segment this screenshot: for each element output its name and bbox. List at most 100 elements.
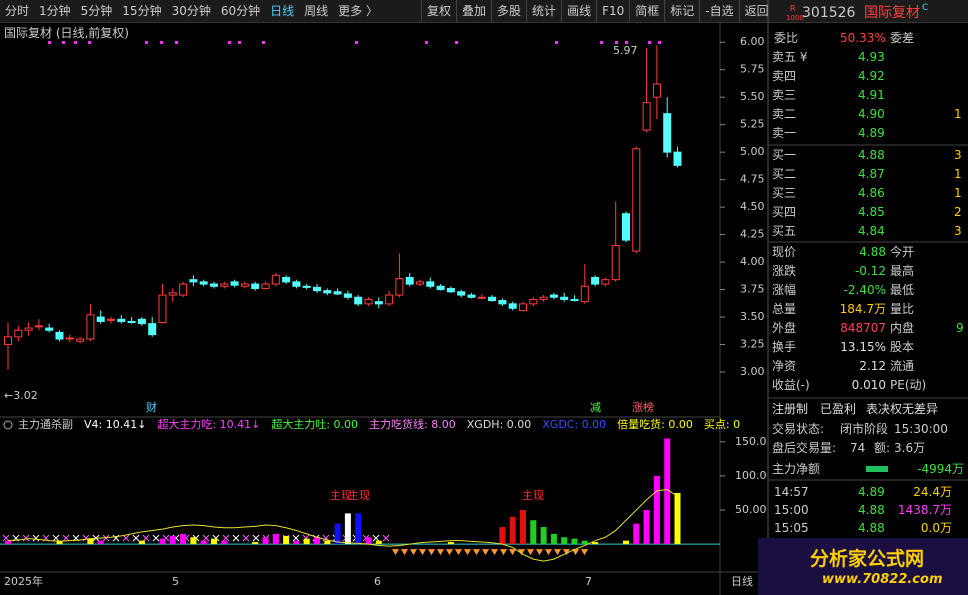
panel-text: 涨跌	[772, 264, 797, 278]
tick-vol: 24.4万	[913, 485, 952, 499]
signal-triangle	[473, 549, 480, 556]
candle-body	[498, 300, 507, 305]
indicator-bar	[252, 542, 259, 545]
candle-body	[519, 303, 527, 311]
signal-dot	[228, 41, 231, 44]
panel-text: 卖五 ¥	[772, 50, 808, 64]
panel-text: 4.91	[858, 88, 885, 102]
indicator-icon	[3, 420, 13, 430]
signal-dot	[455, 41, 458, 44]
panel-text: 闭市阶段	[840, 422, 889, 436]
indicator-bar	[664, 438, 671, 545]
stock-code: 301526	[802, 5, 856, 21]
stat-value: -2.40%	[843, 283, 886, 297]
indicator-bar	[674, 492, 681, 545]
panel-text: 4.86	[858, 186, 885, 200]
period-button[interactable]: 60分钟	[220, 4, 261, 18]
panel-text: 74	[850, 441, 866, 455]
panel-text: 15:05	[774, 521, 809, 535]
signal-dot	[600, 41, 603, 44]
candle-body	[45, 327, 54, 331]
signal-dot	[74, 41, 77, 44]
signal-triangle	[428, 549, 435, 556]
tool-button[interactable]: 画线	[561, 0, 596, 22]
period-button[interactable]: 30分钟	[171, 4, 211, 18]
panel-text: 4.85	[858, 205, 885, 219]
period-button[interactable]: 日线	[270, 4, 295, 18]
signal-triangle	[401, 549, 408, 556]
flag: C	[922, 3, 929, 13]
candle-body	[673, 151, 682, 166]
x-axis-label: 7	[585, 575, 592, 588]
indicator-bar	[169, 535, 176, 545]
panel-text: 主力净额	[772, 462, 821, 476]
period-button[interactable]: 分时	[5, 4, 30, 18]
period-button[interactable]: 5分钟	[80, 4, 113, 18]
net-bar	[866, 466, 888, 472]
panel-text: 9	[956, 321, 964, 335]
indicator-value: V4: 10.41↓	[84, 418, 146, 431]
panel-row: 收益(-) 0.010 PE(动)	[770, 376, 968, 395]
panel-row: 14:57 4.89 24.4万	[770, 483, 968, 502]
candle-body	[4, 336, 12, 346]
logo-url: www.70822.com	[822, 572, 943, 587]
indicator-value: 超大主力吐: 0.00	[271, 417, 358, 431]
candle-body	[343, 293, 352, 298]
event-marker: 涨榜	[632, 400, 654, 414]
panel-text: 4.88	[858, 503, 885, 517]
candle-body	[14, 329, 23, 338]
tool-button[interactable]: 复权	[421, 0, 456, 22]
tool-button[interactable]: -自选	[699, 0, 738, 22]
panel-row: 卖三 4.91	[770, 86, 968, 105]
indicator-bar	[633, 523, 640, 545]
panel-text: 卖二	[772, 107, 797, 121]
indicator-bar	[530, 520, 537, 545]
panel-text: 3.6万	[894, 441, 926, 455]
indicator-bar	[221, 540, 228, 545]
indicator-value: 买点: 0	[704, 418, 740, 431]
signal-dot	[355, 41, 358, 44]
tool-button[interactable]: 标记	[664, 0, 699, 22]
tool-button[interactable]: 统计	[526, 0, 561, 22]
panel-text: 1	[954, 186, 962, 200]
panel-text: 最低	[890, 283, 915, 297]
signal-dot	[262, 41, 265, 44]
panel-row: 买一 4.88 3	[770, 146, 968, 165]
period-button[interactable]: 15分钟	[122, 4, 162, 18]
signal-dot	[62, 41, 65, 44]
panel-text: 50.33%	[840, 31, 886, 45]
candle-body	[148, 323, 157, 336]
panel-row: 15:05 4.88 0.0万	[770, 519, 968, 538]
panel-text: 盘后交易量:	[772, 441, 837, 455]
event-marker: 财	[146, 400, 157, 414]
panel-row: 买五 4.84 3	[770, 222, 968, 241]
panel-row: 主力净额 -4994万	[770, 460, 968, 479]
candle-body	[539, 296, 548, 300]
candle-body	[230, 281, 239, 286]
candle-body	[24, 327, 33, 331]
candle-body	[168, 292, 177, 296]
tool-button[interactable]: 返回	[738, 0, 774, 22]
signal-cross	[142, 534, 150, 542]
panel-text: 买五	[772, 224, 797, 238]
panel-row: 总量 184.7万 量比	[770, 300, 968, 319]
panel-text: PE(动)	[890, 378, 927, 392]
tool-button[interactable]: F10	[596, 0, 629, 22]
period-button[interactable]: 更多 〉	[338, 4, 378, 18]
stat-value: -0.12	[854, 264, 886, 278]
period-button[interactable]: 1分钟	[39, 4, 71, 18]
period-button[interactable]: 周线	[304, 4, 329, 18]
signal-triangle	[464, 549, 471, 556]
tool-button[interactable]: 简框	[629, 0, 664, 22]
logo: 分析家公式网 www.70822.com	[758, 538, 968, 595]
candle-body	[127, 320, 136, 324]
panel-text: 4.87	[858, 167, 885, 181]
stat-value: 4.88	[859, 245, 886, 259]
indicator-bar	[314, 537, 320, 545]
signal-label: 主现	[348, 489, 370, 502]
signal-cross	[292, 534, 300, 542]
tool-button[interactable]: 叠加	[456, 0, 491, 22]
candle-body	[251, 283, 260, 289]
tool-button[interactable]: 多股	[491, 0, 526, 22]
